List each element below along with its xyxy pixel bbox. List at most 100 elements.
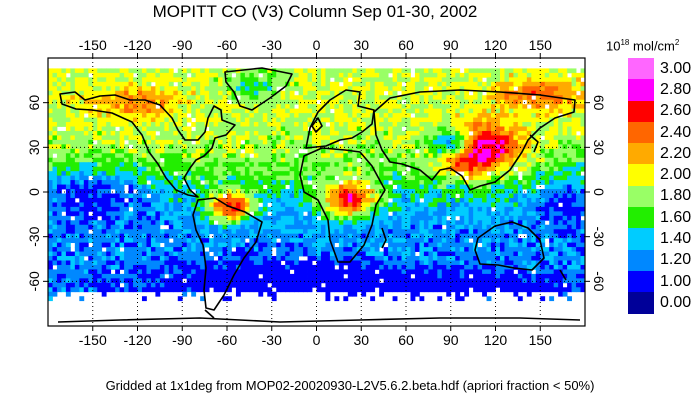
co-cell xyxy=(271,108,277,114)
co-cell xyxy=(459,238,465,244)
co-cell xyxy=(83,175,89,181)
co-cell xyxy=(128,162,134,168)
co-cell xyxy=(52,197,58,203)
co-cell xyxy=(508,215,514,221)
co-cell xyxy=(410,171,416,177)
co-cell xyxy=(155,148,161,154)
co-cell xyxy=(414,95,420,101)
co-cell xyxy=(388,153,393,159)
co-cell xyxy=(235,215,241,221)
co-cell xyxy=(191,233,197,239)
co-cell xyxy=(406,148,411,154)
co-cell xyxy=(338,256,344,261)
co-cell xyxy=(249,206,255,212)
co-cell xyxy=(222,215,228,221)
co-cell xyxy=(535,122,541,127)
co-cell xyxy=(227,153,232,159)
co-cell xyxy=(227,122,232,127)
co-cell xyxy=(307,206,313,212)
co-cell xyxy=(177,229,183,235)
co-cell xyxy=(553,197,559,203)
co-cell xyxy=(361,247,367,252)
co-cell xyxy=(186,229,192,235)
co-cell xyxy=(48,166,53,172)
co-cell xyxy=(307,247,313,252)
co-cell xyxy=(155,180,161,185)
co-cell xyxy=(356,175,362,181)
co-cell xyxy=(298,117,304,123)
co-cell xyxy=(195,68,201,74)
co-cell xyxy=(379,81,385,87)
co-cell xyxy=(303,189,308,194)
co-cell xyxy=(535,90,541,96)
co-cell xyxy=(209,206,214,212)
co-cell xyxy=(186,68,192,74)
co-cell xyxy=(312,104,317,110)
co-cell xyxy=(92,162,98,168)
co-cell xyxy=(74,126,80,132)
co-cell xyxy=(227,117,232,123)
co-cell xyxy=(186,175,192,181)
co-cell xyxy=(571,86,577,92)
co-cell xyxy=(280,144,286,150)
co-cell xyxy=(262,224,268,230)
co-cell xyxy=(106,162,112,168)
co-cell xyxy=(392,251,398,257)
co-cell xyxy=(65,139,71,145)
co-cell xyxy=(455,251,461,257)
co-cell xyxy=(361,193,367,199)
co-cell xyxy=(173,211,179,217)
co-cell xyxy=(222,86,228,92)
co-cell xyxy=(88,157,94,163)
co-cell xyxy=(83,220,89,226)
co-cell xyxy=(334,220,340,226)
co-cell xyxy=(231,139,237,145)
co-cell xyxy=(200,104,206,110)
co-cell xyxy=(52,122,58,127)
co-cell xyxy=(173,224,179,230)
co-cell xyxy=(338,220,344,226)
co-cell xyxy=(115,157,121,163)
co-cell xyxy=(352,247,358,252)
co-cell xyxy=(285,99,291,105)
co-cell xyxy=(482,139,487,145)
co-cell xyxy=(124,108,129,114)
co-cell xyxy=(580,193,586,199)
co-cell xyxy=(361,68,367,74)
co-cell xyxy=(432,175,438,181)
co-cell xyxy=(195,211,201,217)
co-cell xyxy=(549,86,555,92)
co-cell xyxy=(97,139,103,145)
co-cell xyxy=(428,211,434,217)
co-cell xyxy=(294,95,300,101)
co-cell xyxy=(244,242,250,248)
co-cell xyxy=(459,86,465,92)
co-cell xyxy=(271,233,277,239)
co-cell xyxy=(186,90,192,96)
co-cell xyxy=(437,242,443,248)
co-cell xyxy=(204,148,210,154)
co-cell xyxy=(352,256,358,261)
co-cell xyxy=(374,247,380,252)
co-cell xyxy=(204,157,210,163)
co-cell xyxy=(450,256,456,261)
co-cell xyxy=(141,206,147,212)
co-cell xyxy=(491,251,496,257)
co-cell xyxy=(517,251,523,257)
co-cell xyxy=(119,68,125,74)
co-cell xyxy=(504,95,510,101)
co-cell xyxy=(262,122,268,127)
co-cell xyxy=(531,238,537,244)
co-cell xyxy=(164,130,170,136)
co-cell xyxy=(276,126,282,132)
co-cell xyxy=(392,238,398,244)
co-cell xyxy=(414,81,420,87)
co-cell xyxy=(168,68,174,74)
co-cell xyxy=(428,113,434,118)
co-cell xyxy=(379,211,385,217)
co-cell xyxy=(455,157,461,163)
co-cell xyxy=(258,144,264,150)
co-cell xyxy=(535,233,541,239)
co-cell xyxy=(294,197,300,203)
co-cell xyxy=(253,193,259,199)
